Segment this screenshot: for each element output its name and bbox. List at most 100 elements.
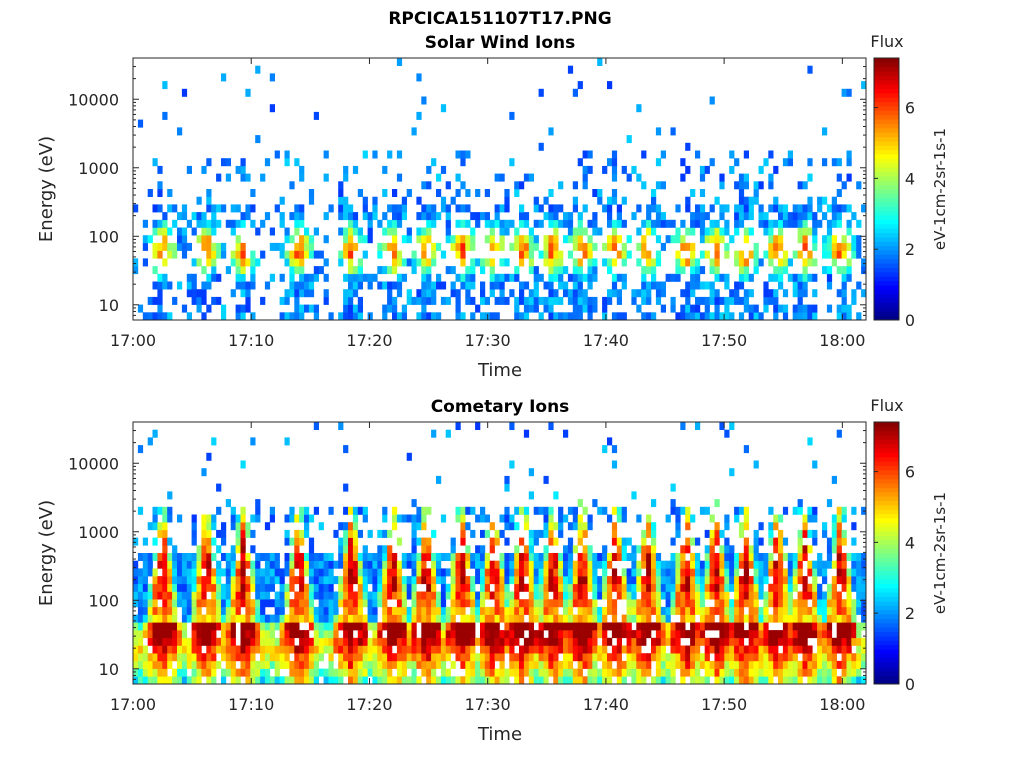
- spectrogram-cell: [299, 219, 305, 228]
- spectrogram-cell: [826, 591, 833, 600]
- spectrogram-cell: [607, 637, 613, 646]
- spectrogram-cell: [836, 219, 842, 228]
- spectrogram-cell: [670, 660, 676, 669]
- spectrogram-cell: [778, 545, 784, 554]
- spectrogram-cell: [230, 645, 236, 654]
- spectrogram-cell: [807, 212, 813, 221]
- spectrogram-cell: [352, 660, 359, 669]
- spectrogram-cell: [260, 653, 266, 662]
- spectrogram-cell: [421, 568, 427, 577]
- spectrogram-cell: [641, 614, 647, 623]
- spectrogram-cell: [558, 529, 564, 538]
- spectrogram-cell: [553, 668, 559, 677]
- spectrogram-cell: [284, 614, 290, 623]
- spectrogram-cell: [489, 289, 495, 298]
- spectrogram-cell: [567, 606, 574, 615]
- spectrogram-cell: [499, 653, 505, 662]
- spectrogram-cell: [558, 522, 564, 531]
- spectrogram-cell: [836, 676, 842, 685]
- spectrogram-cell: [841, 312, 847, 321]
- spectrogram-cell: [607, 437, 613, 446]
- spectrogram-cell: [768, 235, 774, 244]
- spectrogram-cell: [460, 514, 466, 523]
- spectrogram-cell: [162, 676, 168, 685]
- spectrogram-cell: [543, 545, 549, 554]
- spectrogram-cell: [509, 514, 515, 523]
- spectrogram-cell: [704, 212, 710, 221]
- colorbar-step: [874, 123, 899, 129]
- spectrogram-cell: [841, 560, 847, 569]
- spectrogram-cell: [641, 622, 647, 631]
- spectrogram-cell: [460, 506, 466, 515]
- spectrogram-cell: [211, 676, 217, 685]
- spectrogram-cell: [655, 212, 662, 221]
- spectrogram-cell: [528, 583, 534, 592]
- spectrogram-cell: [621, 576, 627, 585]
- spectrogram-cell: [802, 235, 808, 244]
- spectrogram-cell: [255, 568, 261, 577]
- spectrogram-cell: [416, 235, 422, 244]
- spectrogram-cell: [577, 289, 583, 298]
- spectrogram-cell: [851, 296, 857, 305]
- spectrogram-cell: [690, 312, 696, 321]
- spectrogram-cell: [460, 235, 466, 244]
- spectrogram-cell: [753, 630, 759, 639]
- spectrogram-cell: [651, 227, 657, 236]
- colorbar-step: [874, 487, 899, 493]
- spectrogram-cell: [279, 296, 285, 305]
- spectrogram-cell: [841, 181, 847, 190]
- spectrogram-cell: [743, 591, 749, 600]
- spectrogram-cell: [421, 289, 427, 298]
- spectrogram-cell: [685, 614, 691, 623]
- spectrogram-cell: [225, 653, 231, 662]
- spectrogram-cell: [494, 637, 500, 646]
- spectrogram-cell: [440, 553, 447, 561]
- spectrogram-cell: [225, 606, 231, 615]
- spectrogram-cell: [186, 599, 192, 608]
- spectrogram-cell: [822, 196, 828, 205]
- spectrogram-cell: [563, 614, 569, 623]
- spectrogram-cell: [680, 599, 686, 608]
- spectrogram-cell: [553, 630, 559, 639]
- colorbar-step: [874, 62, 899, 68]
- spectrogram-cell: [611, 165, 618, 174]
- spectrogram-cell: [211, 242, 217, 251]
- colorbar-step: [874, 289, 899, 295]
- spectrogram-cell: [367, 668, 373, 677]
- colorbar-step: [874, 635, 899, 641]
- spectrogram-cell: [822, 242, 828, 251]
- spectrogram-cell: [260, 591, 266, 600]
- spectrogram-cell: [284, 227, 290, 236]
- spectrogram-cell: [367, 622, 373, 631]
- spectrogram-cell: [167, 514, 173, 523]
- spectrogram-cell: [729, 468, 735, 477]
- spectrogram-cell: [318, 583, 324, 592]
- spectrogram-cell: [260, 645, 266, 654]
- colorbar-step: [874, 491, 899, 497]
- spectrogram-cell: [304, 529, 310, 538]
- spectrogram-cell: [822, 591, 828, 600]
- spectrogram-cell: [475, 614, 481, 623]
- spectrogram-cell: [480, 266, 486, 275]
- y-tick-label: 10: [99, 296, 119, 315]
- spectrogram-cell: [362, 645, 368, 654]
- spectrogram-cell: [699, 165, 706, 174]
- spectrogram-cell: [572, 568, 578, 577]
- spectrogram-cell: [543, 622, 549, 631]
- spectrogram-cell: [455, 250, 461, 259]
- spectrogram-cell: [480, 568, 486, 577]
- spectrogram-cell: [401, 553, 407, 561]
- spectrogram-cell: [216, 637, 222, 646]
- spectrogram-cell: [743, 227, 749, 236]
- spectrogram-cell: [782, 637, 789, 646]
- spectrogram-cell: [240, 668, 246, 677]
- spectrogram-cell: [631, 614, 637, 623]
- spectrogram-cell: [514, 312, 520, 321]
- spectrogram-cell: [782, 622, 789, 631]
- spectrogram-cell: [709, 227, 715, 236]
- spectrogram-cell: [157, 591, 163, 600]
- spectrogram-cell: [274, 653, 280, 662]
- spectrogram-cell: [514, 668, 520, 677]
- spectrogram-cell: [289, 645, 295, 654]
- spectrogram-cell: [563, 622, 569, 631]
